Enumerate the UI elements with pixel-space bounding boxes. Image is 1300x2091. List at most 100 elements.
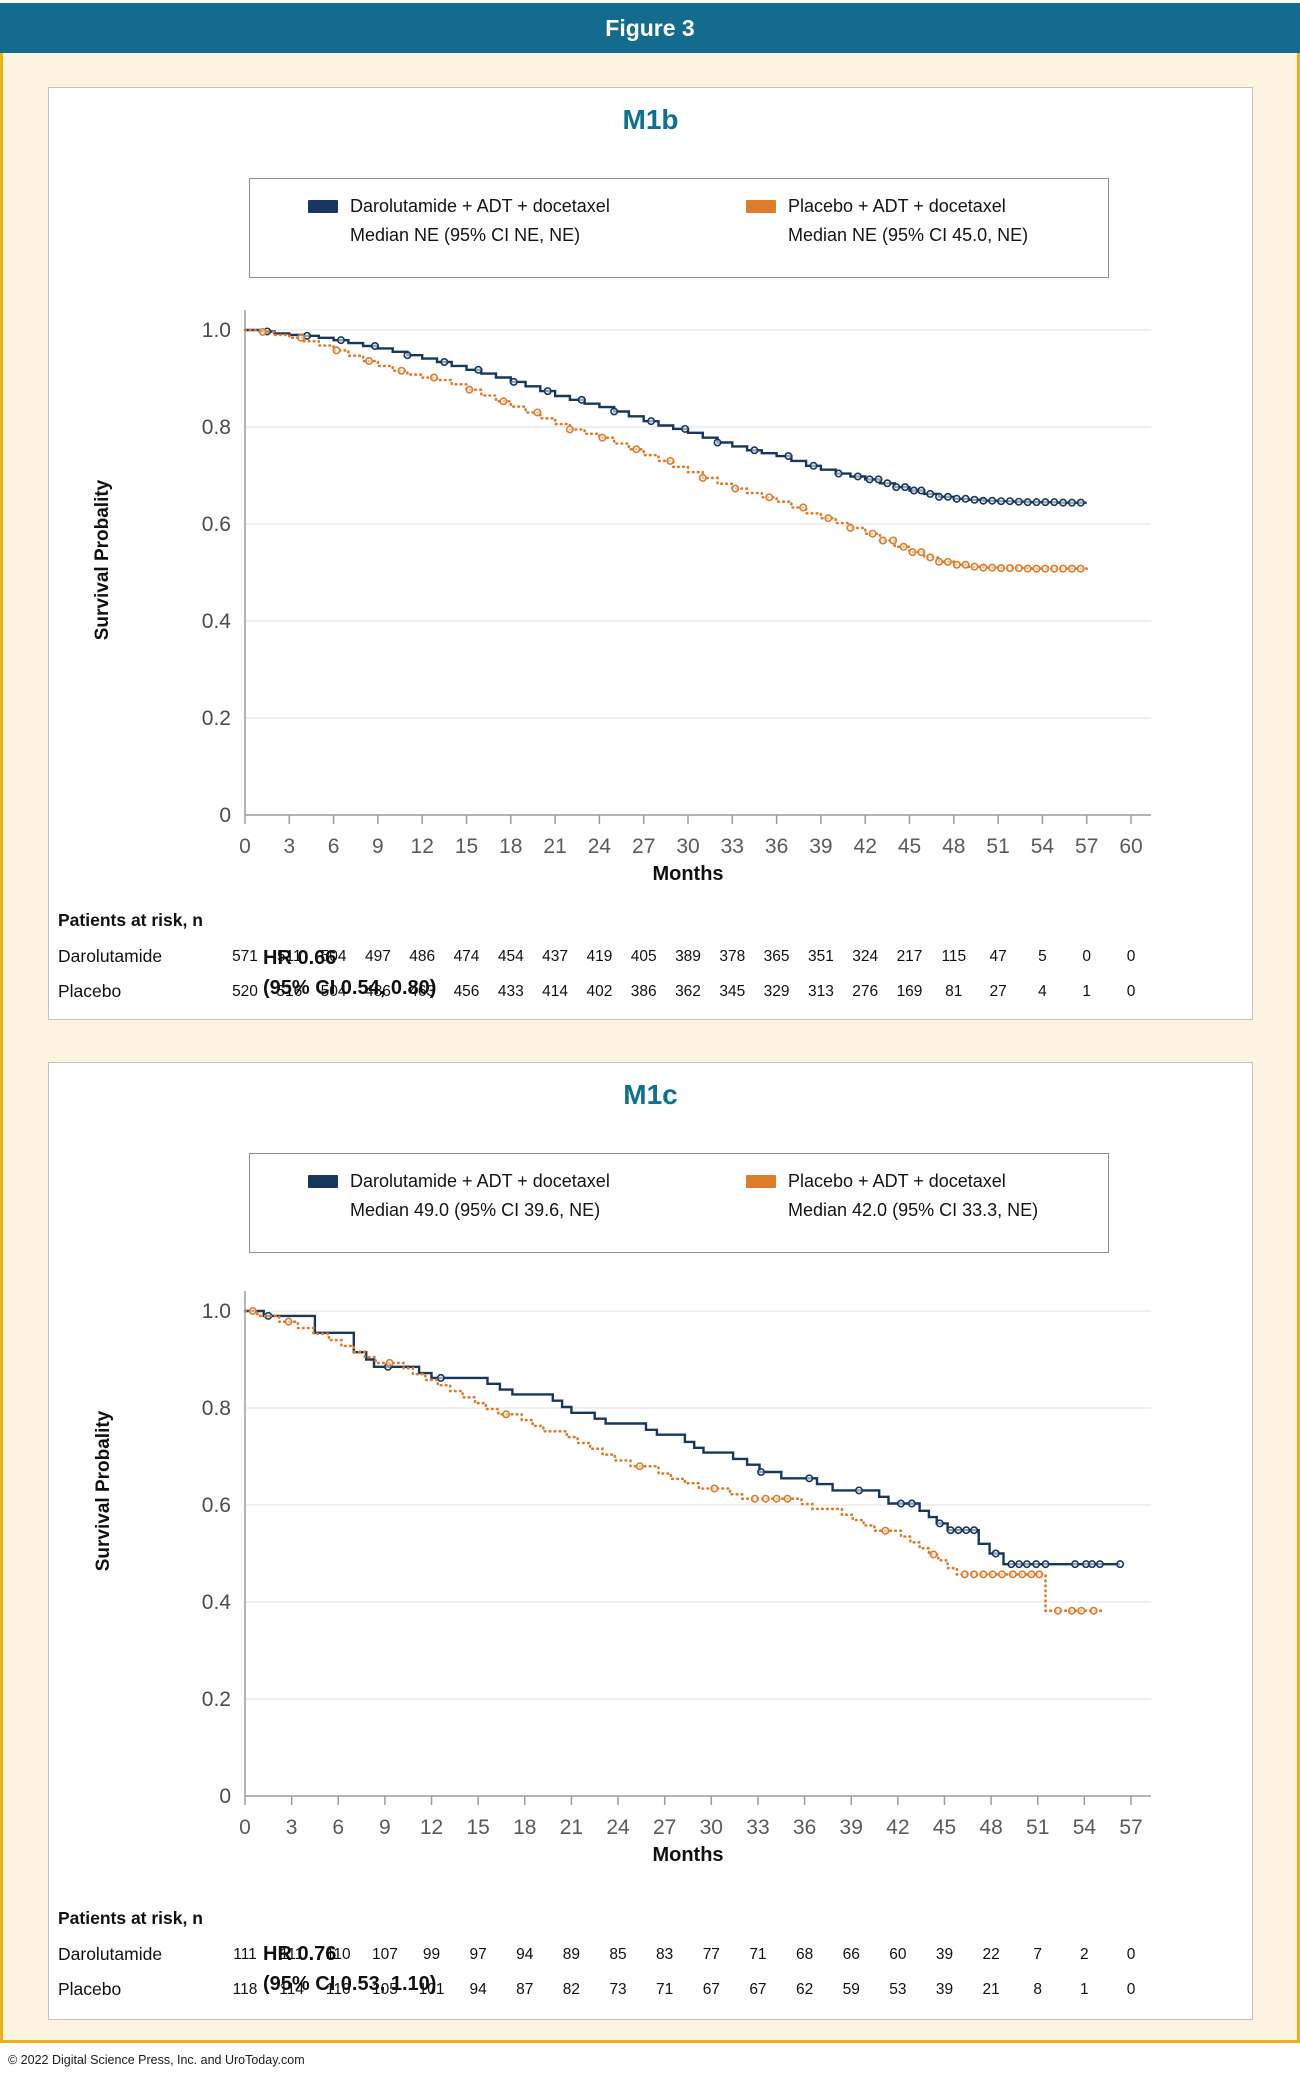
svg-text:6: 6 [328, 835, 340, 858]
figure-title-bar: Figure 3 [0, 3, 1300, 53]
at-risk-count: 497 [364, 948, 391, 965]
svg-text:39: 39 [840, 1816, 863, 1839]
at-risk-count: 68 [795, 1946, 814, 1963]
legend-label: Placebo + ADT + docetaxel [788, 1171, 1006, 1191]
at-risk-count: 66 [842, 1946, 860, 1963]
months-axis-label: Months [652, 1844, 724, 1866]
at-risk-count: 351 [807, 948, 834, 965]
legend-m1b: Darolutamide + ADT + docetaxel Median NE… [249, 178, 1109, 278]
at-risk-count: 276 [852, 983, 879, 1000]
at-risk-count: 97 [469, 1946, 487, 1963]
at-risk-count: 0 [1126, 948, 1136, 965]
at-risk-count: 324 [852, 948, 879, 965]
svg-text:1.0: 1.0 [202, 1300, 231, 1323]
svg-text:30: 30 [700, 1816, 723, 1839]
at-risk-count: 94 [469, 1981, 487, 1998]
at-risk-count: 454 [497, 948, 524, 965]
at-risk-count: 2 [1080, 1946, 1089, 1963]
at-risk-count: 7 [1033, 1946, 1043, 1963]
at-risk-count: 0 [1126, 1946, 1136, 1963]
svg-text:3: 3 [283, 835, 295, 858]
svg-text:0: 0 [219, 1785, 231, 1808]
legend-median: Median NE (95% CI NE, NE) [350, 225, 581, 245]
at-risk-count: 77 [702, 1946, 720, 1963]
at-risk-count: 53 [889, 1981, 907, 1998]
svg-text:27: 27 [653, 1816, 676, 1839]
at-risk-count: 59 [842, 1981, 860, 1998]
svg-text:15: 15 [466, 1816, 489, 1839]
at-risk-count: 118 [232, 1981, 258, 1998]
at-risk-count: 71 [656, 1981, 674, 1998]
figure-title: Figure 3 [605, 15, 695, 41]
at-risk-count: 21 [982, 1981, 1000, 1998]
svg-text:42: 42 [854, 835, 877, 858]
hr-annotation-m1c: HR 0.76 (95% CI 0.53, 1.10) [263, 1943, 437, 1995]
at-risk-count: 47 [989, 948, 1007, 965]
legend-entry-placebo: Placebo + ADT + docetaxel Median NE (95%… [746, 192, 1028, 250]
svg-text:0.4: 0.4 [202, 610, 232, 633]
at-risk-count: 62 [795, 1981, 814, 1998]
at-risk-count: 110 [325, 1946, 351, 1963]
legend-median: Median 49.0 (95% CI 39.6, NE) [350, 1200, 601, 1220]
at-risk-count: 313 [807, 983, 834, 1000]
at-risk-count: 0 [1126, 983, 1136, 1000]
svg-text:0.2: 0.2 [202, 1688, 231, 1711]
at-risk-count: 1 [1082, 983, 1091, 1000]
at-risk-count: 99 [422, 1946, 441, 1963]
svg-text:36: 36 [765, 835, 788, 858]
at-risk-count: 433 [497, 983, 524, 1000]
svg-text:15: 15 [455, 835, 478, 858]
at-risk-count: 73 [609, 1981, 627, 1998]
at-risk-count: 486 [409, 948, 436, 965]
at-risk-count: 362 [675, 983, 701, 1000]
svg-text:51: 51 [986, 835, 1009, 858]
at-risk-count: 365 [763, 948, 790, 965]
svg-text:21: 21 [560, 1816, 583, 1839]
at-risk-count: 571 [232, 948, 258, 965]
svg-text:1.0: 1.0 [202, 319, 231, 342]
svg-text:57: 57 [1075, 835, 1098, 858]
at-risk-count: 94 [516, 1946, 534, 1963]
svg-text:18: 18 [513, 1816, 536, 1839]
months-axis-label: Months [652, 863, 724, 885]
svg-text:0.8: 0.8 [202, 1397, 231, 1420]
patients-at-risk-heading: Patients at risk, n [58, 1908, 203, 1928]
svg-text:9: 9 [372, 835, 384, 858]
at-risk-count: 60 [889, 1946, 907, 1963]
at-risk-count: 71 [749, 1946, 767, 1963]
footer: © 2022 Digital Science Press, Inc. and U… [0, 2043, 1300, 2091]
svg-text:45: 45 [898, 835, 921, 858]
legend-label: Placebo + ADT + docetaxel [788, 196, 1006, 216]
at-risk-count: 81 [945, 983, 963, 1000]
at-risk-count: 169 [896, 983, 923, 1000]
at-risk-count: 67 [749, 1981, 767, 1998]
at-risk-count: 67 [702, 1981, 720, 1998]
panel-m1b-title: M1b [622, 104, 679, 135]
svg-text:42: 42 [886, 1816, 909, 1839]
at-risk-count: 83 [656, 1946, 674, 1963]
m1b-km-chart: 00.20.40.60.81.00 3 6 9 12 15 18 21 24 27 30 33 36 39… [202, 310, 1151, 858]
at-risk-count: 101 [418, 1981, 445, 1998]
at-risk-count: 516 [276, 983, 303, 1000]
svg-text:33: 33 [746, 1816, 769, 1839]
svg-text:51: 51 [1026, 1816, 1049, 1839]
survival-axis-label: Survival Probality [92, 479, 113, 641]
at-risk-count: 22 [982, 1946, 1000, 1963]
at-risk-count: 4 [1038, 983, 1047, 1000]
svg-text:54: 54 [1031, 835, 1055, 858]
svg-text:21: 21 [543, 835, 566, 858]
patients-at-risk-m1b: Patients at risk, n Darolutamide Placebo… [49, 910, 1254, 1020]
at-risk-count: 82 [562, 1981, 581, 1998]
at-risk-count: 0 [1126, 1981, 1136, 1998]
svg-text:36: 36 [793, 1816, 816, 1839]
placebo-swatch [746, 1175, 776, 1188]
svg-text:48: 48 [942, 835, 965, 858]
patients-at-risk-m1c: Patients at risk, n Darolutamide Placebo… [49, 1908, 1254, 2018]
svg-text:12: 12 [420, 1816, 443, 1839]
at-risk-count: 419 [586, 948, 613, 965]
at-risk-count: 105 [371, 1981, 398, 1998]
placebo-swatch [746, 200, 776, 213]
at-risk-count: 463 [409, 983, 436, 1000]
at-risk-count: 217 [896, 948, 923, 965]
darolutamide-swatch [308, 200, 338, 213]
